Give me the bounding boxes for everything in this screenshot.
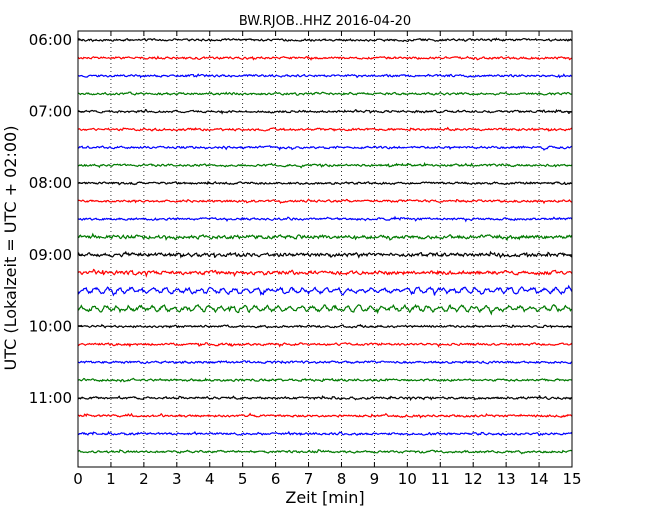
seismic-trace xyxy=(77,37,573,43)
seismic-trace xyxy=(77,180,573,186)
seismic-trace xyxy=(77,342,573,348)
seismic-trace xyxy=(77,198,573,205)
seismic-trace xyxy=(77,360,573,365)
y-axis-label: UTC (Lokalzeit = UTC + 02:00) xyxy=(1,126,20,371)
seismic-traces xyxy=(77,37,573,455)
seismic-trace xyxy=(77,268,573,278)
seismic-trace xyxy=(77,55,573,61)
x-tick-label: 14 xyxy=(530,470,549,488)
y-tick-label: 08:00 xyxy=(29,174,72,192)
chart-title: BW.RJOB..HHZ 2016-04-20 xyxy=(239,14,411,29)
x-tick-label: 4 xyxy=(205,470,215,488)
seismic-trace xyxy=(77,126,573,132)
x-tick-label: 1 xyxy=(106,470,116,488)
x-tick-label: 3 xyxy=(172,470,182,488)
x-tick-label: 8 xyxy=(337,470,347,488)
x-axis-label: Zeit [min] xyxy=(285,488,364,507)
x-axis-ticks: 0 1 2 3 4 5 6 7 8 9 10 11 12 13 14 15 xyxy=(73,31,582,488)
seismic-trace xyxy=(77,303,573,316)
seismic-trace xyxy=(77,73,573,79)
seismic-trace xyxy=(77,215,573,223)
y-tick-label: 11:00 xyxy=(29,389,72,407)
x-tick-label: 6 xyxy=(271,470,281,488)
x-tick-label: 15 xyxy=(562,470,581,488)
seismic-trace xyxy=(77,430,573,437)
x-tick-label: 10 xyxy=(398,470,417,488)
seismic-trace xyxy=(78,108,573,115)
seismic-trace xyxy=(77,145,572,152)
seismic-trace xyxy=(77,395,573,402)
x-tick-label: 5 xyxy=(238,470,248,488)
y-tick-label: 07:00 xyxy=(29,103,72,121)
seismic-trace xyxy=(77,284,573,297)
x-tick-label: 0 xyxy=(73,470,83,488)
x-tick-label: 7 xyxy=(304,470,314,488)
seismic-trace xyxy=(77,232,573,242)
x-tick-label: 12 xyxy=(464,470,483,488)
seismic-trace xyxy=(77,161,573,169)
seismic-trace xyxy=(77,412,573,419)
grid-lines xyxy=(110,31,540,467)
seismic-trace xyxy=(77,91,573,96)
seismic-trace xyxy=(77,377,573,383)
x-tick-label: 11 xyxy=(431,470,450,488)
plot-frame xyxy=(77,30,573,468)
x-tick-label: 13 xyxy=(497,470,516,488)
y-tick-label: 09:00 xyxy=(29,246,72,264)
x-tick-label: 2 xyxy=(139,470,149,488)
seismic-trace xyxy=(77,323,573,329)
y-tick-label: 06:00 xyxy=(29,31,72,49)
x-tick-label: 9 xyxy=(370,470,380,488)
y-tick-label: 10:00 xyxy=(29,317,72,335)
seismic-trace xyxy=(77,250,573,259)
y-axis-ticks: 06:00 07:00 08:00 09:00 10:00 11:00 xyxy=(29,31,572,407)
seismic-trace xyxy=(77,449,572,455)
